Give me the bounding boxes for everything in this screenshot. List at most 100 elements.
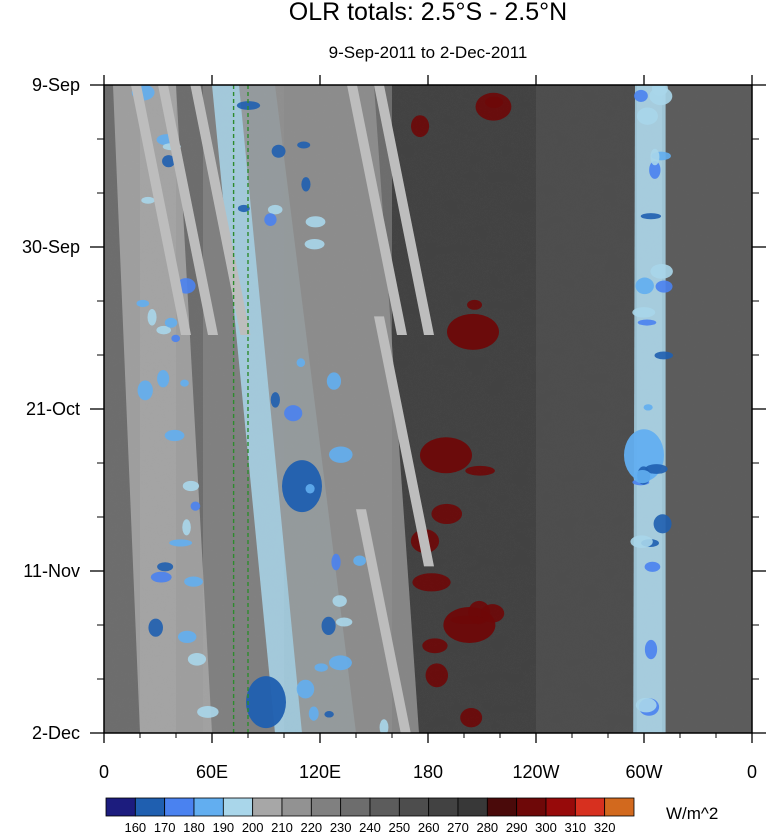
convective-cell [634, 89, 648, 102]
colorbar-tick-label: 200 [242, 820, 264, 834]
x-tick-label: 180 [413, 762, 443, 782]
convective-cell [630, 535, 653, 548]
dry-patch [422, 638, 448, 654]
convective-cell [137, 380, 153, 401]
missing-data-stripe [158, 85, 218, 335]
convective-cell [640, 213, 662, 220]
convective-cell [645, 464, 668, 474]
missing-data-stripe [374, 85, 434, 335]
convective-cell [332, 595, 347, 607]
convective-cell [264, 213, 277, 227]
colorbar-box [457, 797, 488, 817]
convective-cell [164, 317, 178, 328]
convective-cell [321, 616, 336, 635]
convective-feature [282, 460, 322, 513]
x-tick-label: 60E [196, 762, 228, 782]
convective-cell [157, 562, 174, 572]
colorbar-tick-label: 220 [300, 820, 322, 834]
convective-cell [644, 639, 658, 660]
convective-cell [328, 446, 353, 463]
convective-cell [308, 706, 319, 721]
convective-cell [335, 617, 353, 627]
colorbar-box [164, 797, 195, 817]
convective-cell [304, 239, 325, 250]
dry-patch [465, 465, 495, 476]
y-tick-label: 9-Sep [32, 75, 80, 95]
convective-cell [632, 307, 656, 318]
convective-cell [177, 630, 197, 644]
convective-cell [197, 705, 219, 718]
convective-cell [184, 576, 203, 587]
missing-data-stripes [131, 85, 434, 733]
colorbar-tick-label: 240 [359, 820, 381, 834]
colorbar-tick-label: 320 [594, 820, 616, 834]
colorbar-units: W/m^2 [666, 804, 718, 823]
colorbar-box [105, 797, 136, 817]
y-tick-label: 21-Oct [26, 399, 80, 419]
colorbar-tick-label: 280 [476, 820, 498, 834]
convective-cell [650, 148, 660, 166]
convective-cell [324, 710, 334, 718]
convective-cell [267, 204, 283, 215]
convective-cell [169, 539, 193, 547]
convective-cell [649, 87, 673, 106]
convective-cell [649, 161, 661, 179]
colorbar-box [310, 797, 342, 817]
dry-patch [480, 604, 505, 623]
y-axis: 9-Sep 30-Sep 21-Oct 11-Nov 2-Dec [22, 75, 766, 743]
colorbar-tick-label: 310 [564, 820, 586, 834]
colorbar-box [222, 797, 254, 817]
colorbar-box [574, 797, 606, 817]
convective-cell [328, 655, 352, 671]
convective-cell [236, 101, 261, 110]
colorbar-tick-label: 180 [183, 820, 205, 834]
convective-cell [296, 679, 315, 699]
convective-cell [297, 141, 311, 149]
convective-cell [653, 514, 672, 534]
missing-data-stripe [131, 85, 191, 335]
y-tick-label: 11-Nov [23, 561, 80, 581]
colorbar-tick-label: 230 [330, 820, 352, 834]
convective-cell [156, 325, 171, 335]
y-tick-label: 2-Dec [32, 723, 80, 743]
dry-feature [420, 437, 472, 474]
convective-cell [650, 264, 673, 279]
colorbar-box [193, 797, 224, 817]
missing-data-stripe [190, 85, 251, 335]
convective-feature [246, 676, 286, 729]
convective-cell [637, 319, 657, 326]
convective-cell [271, 144, 286, 158]
convective-cell [136, 299, 150, 308]
olr-anomaly-features [131, 85, 674, 733]
chart-title: OLR totals: 2.5°S - 2.5°N [289, 0, 567, 26]
x-tick-label: 0 [99, 762, 109, 782]
colorbar-box [252, 797, 283, 817]
convective-cell [182, 480, 200, 492]
convective-cell [636, 107, 658, 125]
convective-cell [655, 280, 673, 293]
convective-cell [305, 484, 315, 494]
colorbar-box [604, 797, 635, 817]
y-tick-label: 30-Sep [22, 237, 80, 257]
dry-patch [412, 573, 451, 592]
colorbar-tick-label: 170 [154, 820, 176, 834]
dry-patch [410, 115, 430, 138]
olr-field [104, 85, 752, 733]
convective-cell [635, 697, 657, 713]
chart-subtitle: 9-Sep-2011 to 2-Dec-2011 [329, 43, 528, 62]
convective-cell [162, 155, 176, 168]
convective-cell [314, 663, 328, 672]
dry-patch [460, 708, 483, 728]
dry-patch [425, 663, 449, 688]
colorbar-tick-label: 260 [418, 820, 440, 834]
colorbar: 160 170 180 190 200 210 220 230 240 250 260 270 280 2… [105, 797, 635, 834]
convective-cell [180, 379, 189, 387]
convective-cell [331, 553, 341, 571]
convective-cell [171, 334, 181, 343]
colorbar-box [281, 797, 312, 817]
convective-cell [157, 369, 170, 388]
convective-cell [164, 429, 185, 442]
convective-cell [301, 177, 311, 192]
convective-cell [379, 719, 389, 733]
